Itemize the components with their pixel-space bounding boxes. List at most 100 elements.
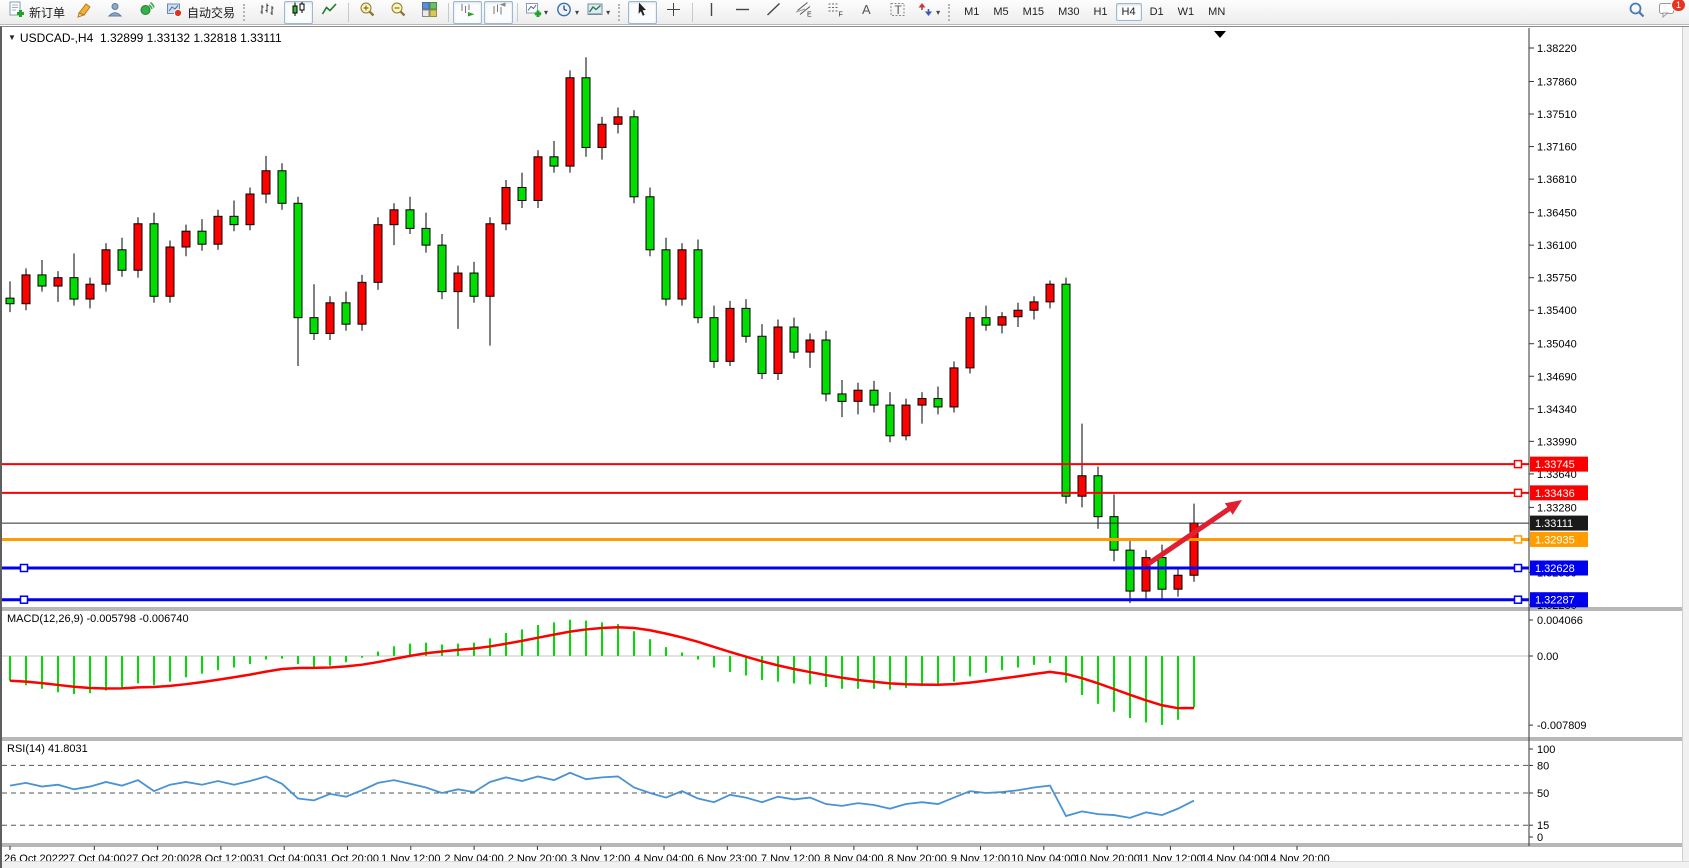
text-icon: A	[858, 1, 875, 23]
svg-text:1.37860: 1.37860	[1537, 76, 1577, 88]
vertical-line-button[interactable]	[697, 1, 726, 24]
svg-text:1.35750: 1.35750	[1537, 273, 1577, 285]
broadcast-icon	[138, 1, 155, 23]
svg-text:1.37510: 1.37510	[1537, 109, 1577, 121]
svg-text:80: 80	[1537, 760, 1549, 772]
tile-windows-icon	[421, 1, 438, 23]
svg-text:1.33436: 1.33436	[1535, 488, 1575, 500]
arrows-icon	[917, 1, 934, 23]
auto-trading-button[interactable]: 自动交易	[163, 1, 238, 24]
chat-icon	[1658, 1, 1677, 24]
text-button[interactable]: A	[852, 1, 881, 24]
auto-scroll-button[interactable]	[453, 0, 483, 24]
fibonacci-button[interactable]: F	[821, 1, 850, 24]
add-indicator-button[interactable]: ▾	[522, 1, 551, 24]
profile-button[interactable]	[101, 1, 130, 24]
zoom-in-button[interactable]	[353, 1, 382, 24]
tab-mn[interactable]: MN	[1208, 6, 1226, 18]
tab-m5[interactable]: M5	[993, 6, 1009, 18]
template-button[interactable]: ▾	[584, 1, 613, 24]
chart-shift-icon	[490, 1, 507, 23]
profile-icon	[107, 1, 124, 23]
period-button[interactable]: ▾	[553, 1, 582, 24]
toolbar-grip	[243, 3, 247, 21]
search-button[interactable]	[1622, 1, 1651, 24]
new-order-label: 新订单	[29, 5, 66, 20]
chart-ohlc-values: 1.32899 1.33132 1.32818 1.33111	[99, 31, 282, 45]
tab-h4[interactable]: H4	[1115, 3, 1142, 21]
candlestick-chart-button[interactable]	[284, 0, 314, 24]
equidistant-channel-button[interactable]: E	[790, 1, 819, 24]
toolbar-grip	[948, 3, 952, 21]
tab-w1[interactable]: W1	[1177, 6, 1195, 18]
svg-text:1.34690: 1.34690	[1537, 371, 1577, 383]
svg-text:0: 0	[1537, 832, 1543, 844]
horizontal-line-button[interactable]	[728, 1, 757, 24]
text-label-icon: T	[889, 1, 906, 23]
highlighter-button[interactable]	[70, 1, 99, 24]
chart-canvas[interactable]: 1.38220 1.37860 1.37510 1.37160 1.36810 1.364…	[2, 27, 1689, 867]
bar-chart-icon	[259, 1, 276, 23]
tab-h1[interactable]: H1	[1093, 6, 1108, 18]
svg-text:1.33280: 1.33280	[1537, 502, 1577, 514]
notifications-button[interactable]: 1	[1653, 0, 1686, 24]
svg-text:-0.007809: -0.007809	[1537, 720, 1587, 732]
svg-text:1.33745: 1.33745	[1535, 459, 1575, 471]
chart-symbol-period: USDCAD-,H4	[19, 31, 94, 45]
arrows-button[interactable]: ▾	[914, 1, 943, 24]
cursor-icon	[634, 1, 651, 23]
tab-m1[interactable]: M1	[964, 6, 980, 18]
search-icon	[1628, 1, 1646, 24]
rsi-indicator-label: RSI(14) 41.8031	[7, 743, 88, 755]
broadcast-button[interactable]	[132, 1, 161, 24]
macd-indicator-label: MACD(12,26,9) -0.005798 -0.006740	[7, 613, 189, 625]
cursor-button[interactable]	[628, 0, 658, 24]
toolbar-separator	[348, 2, 350, 22]
zoom-out-button[interactable]	[384, 1, 413, 24]
tile-windows-button[interactable]	[415, 1, 444, 24]
svg-text:1.36100: 1.36100	[1537, 240, 1577, 252]
svg-text:1.33640: 1.33640	[1537, 469, 1577, 481]
toolbar-separator	[448, 2, 450, 22]
new-order-icon	[8, 1, 25, 23]
tab-m30[interactable]: M30	[1058, 6, 1080, 18]
new-order-button[interactable]: 新订单	[5, 1, 68, 24]
svg-text:1.35400: 1.35400	[1537, 305, 1577, 317]
candlestick-chart-icon	[290, 1, 307, 23]
bar-chart-button[interactable]	[253, 1, 282, 24]
svg-text:1.38220: 1.38220	[1537, 43, 1577, 55]
notification-count-badge: 1	[1671, 0, 1686, 12]
chevron-down-icon: ▾	[544, 7, 549, 17]
add-indicator-icon	[525, 1, 542, 23]
svg-text:1.33990: 1.33990	[1537, 436, 1577, 448]
toolbar-separator	[517, 2, 519, 22]
svg-text:15: 15	[1537, 820, 1549, 832]
svg-text:100: 100	[1537, 744, 1555, 756]
svg-text:F: F	[839, 12, 843, 19]
chart-title: ▼ USDCAD-,H4 1.32899 1.33132 1.32818 1.33…	[8, 31, 282, 45]
svg-text:1.36450: 1.36450	[1537, 208, 1577, 220]
tab-d1[interactable]: D1	[1149, 6, 1164, 18]
chevron-down-icon: ▾	[936, 7, 941, 17]
chart-shift-button[interactable]	[484, 0, 514, 24]
svg-text:1.32628: 1.32628	[1535, 563, 1575, 575]
tab-m15[interactable]: M15	[1022, 6, 1045, 18]
svg-text:T: T	[895, 3, 903, 17]
fibonacci-icon: F	[827, 1, 844, 23]
collapse-triangle-icon[interactable]: ▼	[8, 33, 16, 42]
auto-trading-label: 自动交易	[187, 5, 236, 20]
auto-trading-icon	[166, 1, 183, 23]
crosshair-button[interactable]	[659, 1, 688, 24]
svg-text:0.004066: 0.004066	[1537, 615, 1583, 627]
text-label-button[interactable]: T	[883, 1, 912, 24]
svg-text:1.32287: 1.32287	[1535, 595, 1575, 607]
auto-scroll-icon	[459, 1, 476, 23]
highlighter-icon	[76, 1, 93, 23]
trendline-button[interactable]	[759, 1, 788, 24]
crosshair-icon	[665, 1, 682, 23]
chevron-down-icon: ▾	[575, 7, 580, 17]
svg-text:1.35040: 1.35040	[1537, 339, 1577, 351]
line-chart-button[interactable]	[315, 1, 344, 24]
trendline-icon	[765, 1, 782, 23]
svg-text:A: A	[862, 2, 871, 17]
